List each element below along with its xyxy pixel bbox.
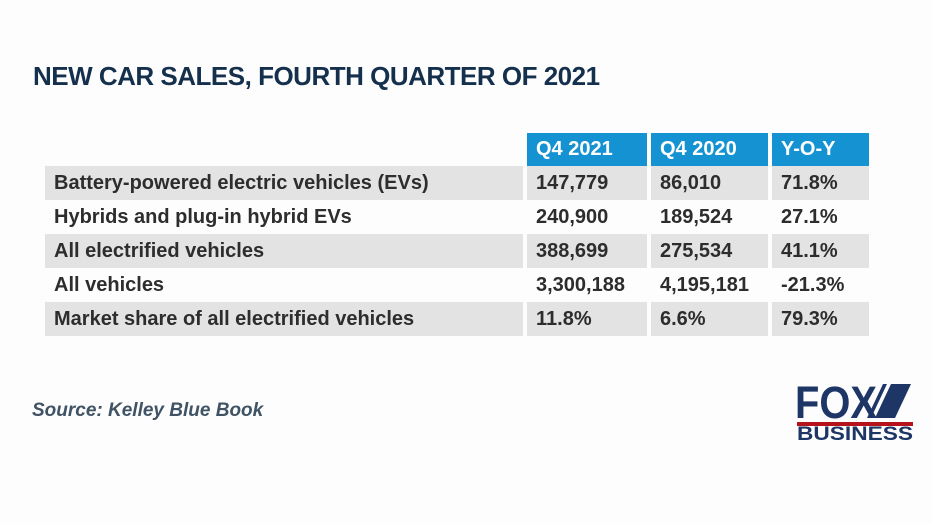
cell-value: 71.8%	[772, 166, 869, 200]
fox-searchlight-thin-beam-icon	[867, 384, 887, 418]
page-title: NEW CAR SALES, FOURTH QUARTER OF 2021	[33, 61, 600, 91]
table-corner-cell	[45, 133, 523, 166]
cell-value: 189,524	[660, 205, 733, 228]
fox-business-logo: FOX BUSINESS	[795, 377, 913, 445]
fox-business-logo-graphic: FOX BUSINESS	[795, 377, 913, 445]
row-label: Battery-powered electric vehicles (EVs)	[45, 166, 523, 200]
cell-value: 388,699	[527, 234, 647, 268]
cell-value: 4,195,181	[660, 273, 749, 296]
cell-value: 3,300,188	[536, 273, 625, 296]
row-label: Market share of all electrified vehicles	[45, 302, 523, 336]
row-label: Hybrids and plug-in hybrid EVs	[54, 205, 352, 228]
fox-searchlight-beam-icon	[875, 384, 911, 418]
source-attribution: Source: Kelley Blue Book	[32, 400, 264, 421]
column-header-yoy: Y-O-Y	[772, 133, 869, 166]
row-label: All vehicles	[54, 273, 165, 296]
logo-red-divider	[797, 422, 913, 426]
cell-value: 240,900	[536, 205, 609, 228]
cell-value: 11.8%	[527, 302, 647, 336]
cell-value: 79.3%	[772, 302, 869, 336]
cell-value: 27.1%	[781, 205, 838, 228]
cell-value: -21.3%	[781, 273, 845, 296]
cell-value: 41.1%	[772, 234, 869, 268]
sales-table: Q4 2021 Q4 2020 Y-O-Y Battery-powered el…	[45, 133, 869, 336]
cell-value: 86,010	[651, 166, 768, 200]
cell-value: 275,534	[651, 234, 768, 268]
cell-value: 6.6%	[651, 302, 768, 336]
column-header-q4-2021: Q4 2021	[527, 133, 647, 166]
column-header-q4-2020: Q4 2020	[651, 133, 768, 166]
fox-wordmark: FOX	[797, 383, 877, 428]
cell-value: 147,779	[527, 166, 647, 200]
row-label: All electrified vehicles	[45, 234, 523, 268]
business-wordmark: BUSINESS	[797, 424, 913, 441]
